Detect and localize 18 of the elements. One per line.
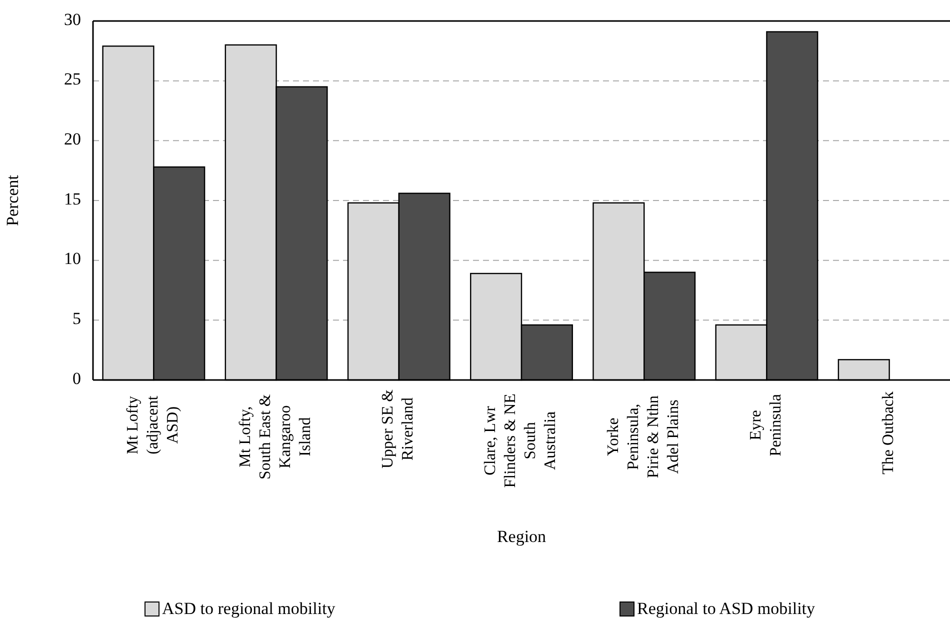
y-tick-label: 0 — [72, 368, 81, 388]
x-tick-label: Upper SE & Riverland — [380, 388, 417, 469]
x-tick-label: Clare, Lwr Flinders & NE South Australia — [482, 394, 560, 488]
y-tick-label: 15 — [64, 189, 81, 208]
x-tick-label: The Outback — [880, 391, 897, 474]
y-tick-label: 10 — [64, 249, 81, 268]
x-tick-label: Mt Lofty, South East & Kangaroo Island — [236, 394, 314, 480]
y-tick-label: 5 — [72, 309, 81, 328]
legend-label: Regional to ASD mobility — [637, 599, 816, 618]
x-tick-label: Eyre Peninsula — [747, 394, 784, 456]
y-tick-label: 20 — [64, 130, 81, 149]
y-tick-label: 30 — [64, 10, 81, 29]
y-tick-label: 25 — [64, 70, 81, 89]
x-axis-title: Region — [496, 527, 547, 546]
y-axis-title: Percent — [3, 174, 22, 226]
legend-label: ASD to regional mobility — [162, 599, 336, 618]
x-tick-label: Yorke Peninsula, Pirie & Nthn Adel Plains — [604, 395, 682, 478]
x-tick-label: Mt Lofty (adjacent ASD) — [124, 395, 182, 454]
